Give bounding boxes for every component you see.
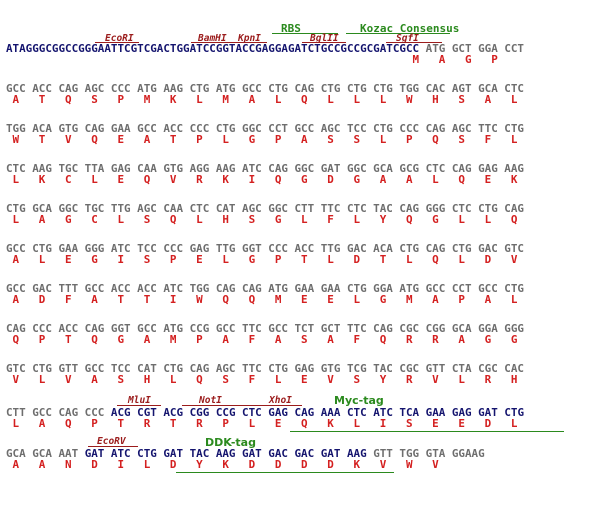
aa-row-2: A T Q S P M K L M A L Q L L L W H S A L [6,93,518,106]
aa-row-5: L A G C L S Q L H S G L F L Y Q G L L Q [6,213,518,226]
sequence-row-10: CTT GCC CAG CCC ACG CGT ACG CGG CCG CTC … [6,406,525,419]
dna-prefix: ATAGGGCGGCCGGGAATTCGTCGACTGGATCCGGTACCGA… [6,42,420,55]
ecori-underline [95,42,139,43]
kozac-label: Kozac Consensus [360,22,460,35]
dna-row10-b: ACG CGT ACG CGG CCG CTC [110,406,269,419]
kpni-label: KpnI [238,33,261,44]
dna-codons: ATG GCT GGA CCT [419,42,524,55]
ecorv-label: EcoRV [97,436,126,447]
sequence-row-8: CAG CCC ACC CAG GGT GCC ATG CCG GCC TTC … [6,322,524,335]
aa-row-9: V L V A S H L Q S F L E V S Y R V L R H [6,373,518,386]
ddk-tag-underline [176,472,394,473]
aa-row-1: M A G P [6,53,498,66]
xhoi-underline [258,405,302,406]
aa-row-6: A L E G I S P E L G P T L D T L Q L D V [6,253,518,266]
aa-row-3: W T V Q E A T P L G P A S S L P Q S F L [6,133,518,146]
myc-tag-label: Myc-tag [334,394,384,407]
mlui-label: MluI [128,395,151,406]
bamhi-label: BamHI [198,33,227,44]
rbs-label: RBS [281,22,301,35]
aa-row-11: A A N D I L D Y K D D D D K V W V [6,458,439,471]
bglii-label: BglII [310,33,339,44]
mlui-underline [117,405,161,406]
dna-row10-a: CTT GCC CAG CCC [6,406,111,419]
sequence-row-4: CTC AAG TGC TTA GAG CAA GTG AGG AAG ATC … [6,162,524,175]
ecorv-underline [88,446,138,447]
ecori-label: EcoRI [105,33,134,44]
sequence-row-7: GCC GAC TTT GCC ACC ACC ATC TGG CAG CAG … [6,282,524,295]
myc-tag-underline [290,431,564,432]
ddk-tag-label: DDK-tag [205,436,256,449]
sequence-row-2: GCC ACC CAG AGC CCC ATG AAG CTG ATG GCC … [6,82,524,95]
noti-label: NotI [199,395,222,406]
rbs-underline [272,33,338,34]
aa-row-8: Q P T Q G A M P A F A S A F Q R R A G G [6,333,518,346]
dna-row10-c: GAG CAG AAA CTC ATC TCA GAA GAG GAT CTG [268,406,525,419]
sequence-row-3: TGG ACA GTG CAG GAA GCC ACC CCC CTG GGC … [6,122,524,135]
sgfi-underline [386,42,442,43]
sequence-row-11: GCA GCA AAT GAT ATC CTG GAT TAC AAG GAT … [6,447,485,460]
dna-row11-b: GAT ATC CTG GAT TAC AAG GAT GAC GAC GAT … [84,447,374,460]
bamhi-kpni-underline [191,42,267,43]
dna-row11-a: GCA GCA AAT [6,447,85,460]
sequence-row-5: CTG GCA GGC TGC TTG AGC CAA CTC CAT AGC … [6,202,524,215]
sgfi-label: SgfI [396,33,419,44]
aa-row-7: A D F A T T I W Q Q M E E L G M A P A L [6,293,518,306]
sequence-row-9: GTC CTG GTT GCC TCC CAT CTG CAG AGC TTC … [6,362,524,375]
kozac-underline [346,33,450,34]
sequence-row-1: ATAGGGCGGCCGGGAATTCGTCGACTGGATCCGGTACCGA… [6,42,524,55]
aa-row-4: L K C L E Q V R K I Q G D G A A L Q E K [6,173,518,186]
noti-underline [182,405,258,406]
xhoi-label: XhoI [269,395,292,406]
aa-row-10: L A Q P T R T R P L E Q K L I S E E D L [6,417,518,430]
bglii-underline [302,42,346,43]
dna-row11-c: GTT TGG GTA GGAAG [373,447,485,460]
sequence-row-6: GCC CTG GAA GGG ATC TCC CCC GAG TTG GGT … [6,242,524,255]
